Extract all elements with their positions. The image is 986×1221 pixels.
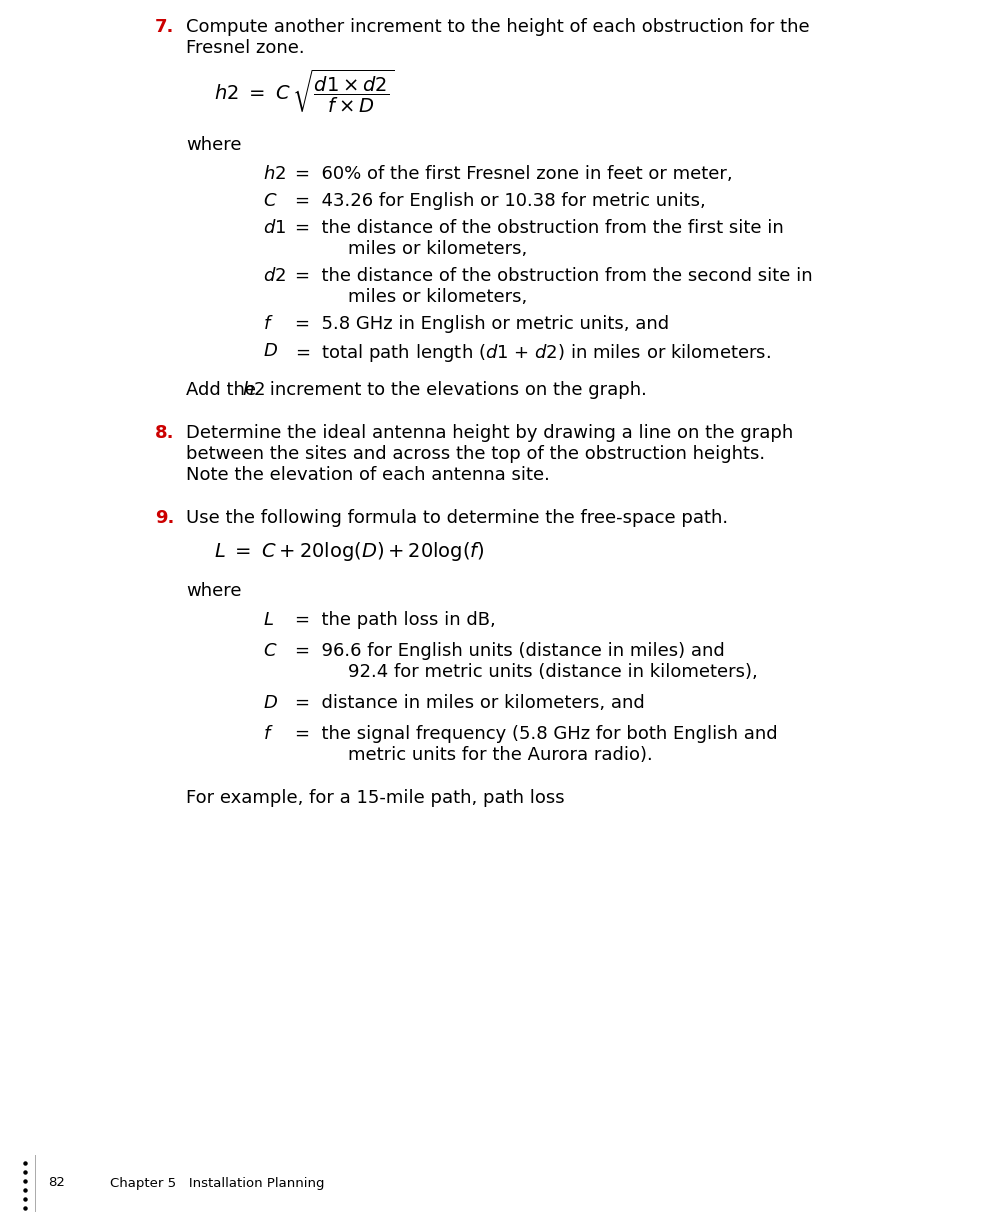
Text: increment to the elevations on the graph.: increment to the elevations on the graph… [264, 381, 647, 399]
Text: For example, for a 15-mile path, path loss: For example, for a 15-mile path, path lo… [186, 789, 565, 807]
Text: miles or kilometers,: miles or kilometers, [348, 241, 528, 258]
Text: 82: 82 [48, 1177, 65, 1189]
Text: =  the path loss in dB,: = the path loss in dB, [295, 610, 496, 629]
Text: =  the distance of the obstruction from the second site in: = the distance of the obstruction from t… [295, 267, 812, 284]
Text: Fresnel zone.: Fresnel zone. [186, 39, 305, 57]
Text: $d2$: $d2$ [263, 267, 286, 284]
Text: $D$: $D$ [263, 694, 278, 712]
Text: =  the distance of the obstruction from the first site in: = the distance of the obstruction from t… [295, 219, 784, 237]
Text: Note the elevation of each antenna site.: Note the elevation of each antenna site. [186, 466, 550, 484]
Text: =  43.26 for English or 10.38 for metric units,: = 43.26 for English or 10.38 for metric … [295, 192, 706, 210]
Text: metric units for the Aurora radio).: metric units for the Aurora radio). [348, 746, 653, 764]
Text: $C$: $C$ [263, 642, 277, 661]
Text: =  the signal frequency (5.8 GHz for both English and: = the signal frequency (5.8 GHz for both… [295, 725, 778, 744]
Text: $h2$: $h2$ [263, 165, 286, 183]
Text: Compute another increment to the height of each obstruction for the: Compute another increment to the height … [186, 18, 810, 35]
Text: between the sites and across the top of the obstruction heights.: between the sites and across the top of … [186, 444, 765, 463]
Text: $f$: $f$ [263, 725, 273, 744]
Text: Chapter 5   Installation Planning: Chapter 5 Installation Planning [110, 1177, 324, 1189]
Text: =  total path length ($d1$ + $d2$) in miles or kilometers.: = total path length ($d1$ + $d2$) in mil… [295, 342, 771, 364]
Text: $h2\ =\ C\,\sqrt{\dfrac{d1 \times d2}{f \times D}}$: $h2\ =\ C\,\sqrt{\dfrac{d1 \times d2}{f … [214, 68, 394, 116]
Text: $d1$: $d1$ [263, 219, 286, 237]
Text: =  distance in miles or kilometers, and: = distance in miles or kilometers, and [295, 694, 645, 712]
Text: Use the following formula to determine the free-space path.: Use the following formula to determine t… [186, 509, 728, 527]
Text: =  5.8 GHz in English or metric units, and: = 5.8 GHz in English or metric units, an… [295, 315, 669, 333]
Text: Determine the ideal antenna height by drawing a line on the graph: Determine the ideal antenna height by dr… [186, 424, 794, 442]
Text: 8.: 8. [155, 424, 175, 442]
Text: where: where [186, 136, 242, 154]
Text: $h2$: $h2$ [242, 381, 265, 399]
Text: $f$: $f$ [263, 315, 273, 333]
Text: Add the: Add the [186, 381, 261, 399]
Text: where: where [186, 582, 242, 600]
Text: $L\ =\ C + 20\log(D) + 20\log(f)$: $L\ =\ C + 20\log(D) + 20\log(f)$ [214, 540, 485, 563]
Text: =  60% of the first Fresnel zone in feet or meter,: = 60% of the first Fresnel zone in feet … [295, 165, 733, 183]
Text: 92.4 for metric units (distance in kilometers),: 92.4 for metric units (distance in kilom… [348, 663, 758, 681]
Text: $L$: $L$ [263, 610, 274, 629]
Text: 9.: 9. [155, 509, 175, 527]
Text: $C$: $C$ [263, 192, 277, 210]
Text: miles or kilometers,: miles or kilometers, [348, 288, 528, 306]
Text: =  96.6 for English units (distance in miles) and: = 96.6 for English units (distance in mi… [295, 642, 725, 661]
Text: 7.: 7. [155, 18, 175, 35]
Text: $D$: $D$ [263, 342, 278, 360]
